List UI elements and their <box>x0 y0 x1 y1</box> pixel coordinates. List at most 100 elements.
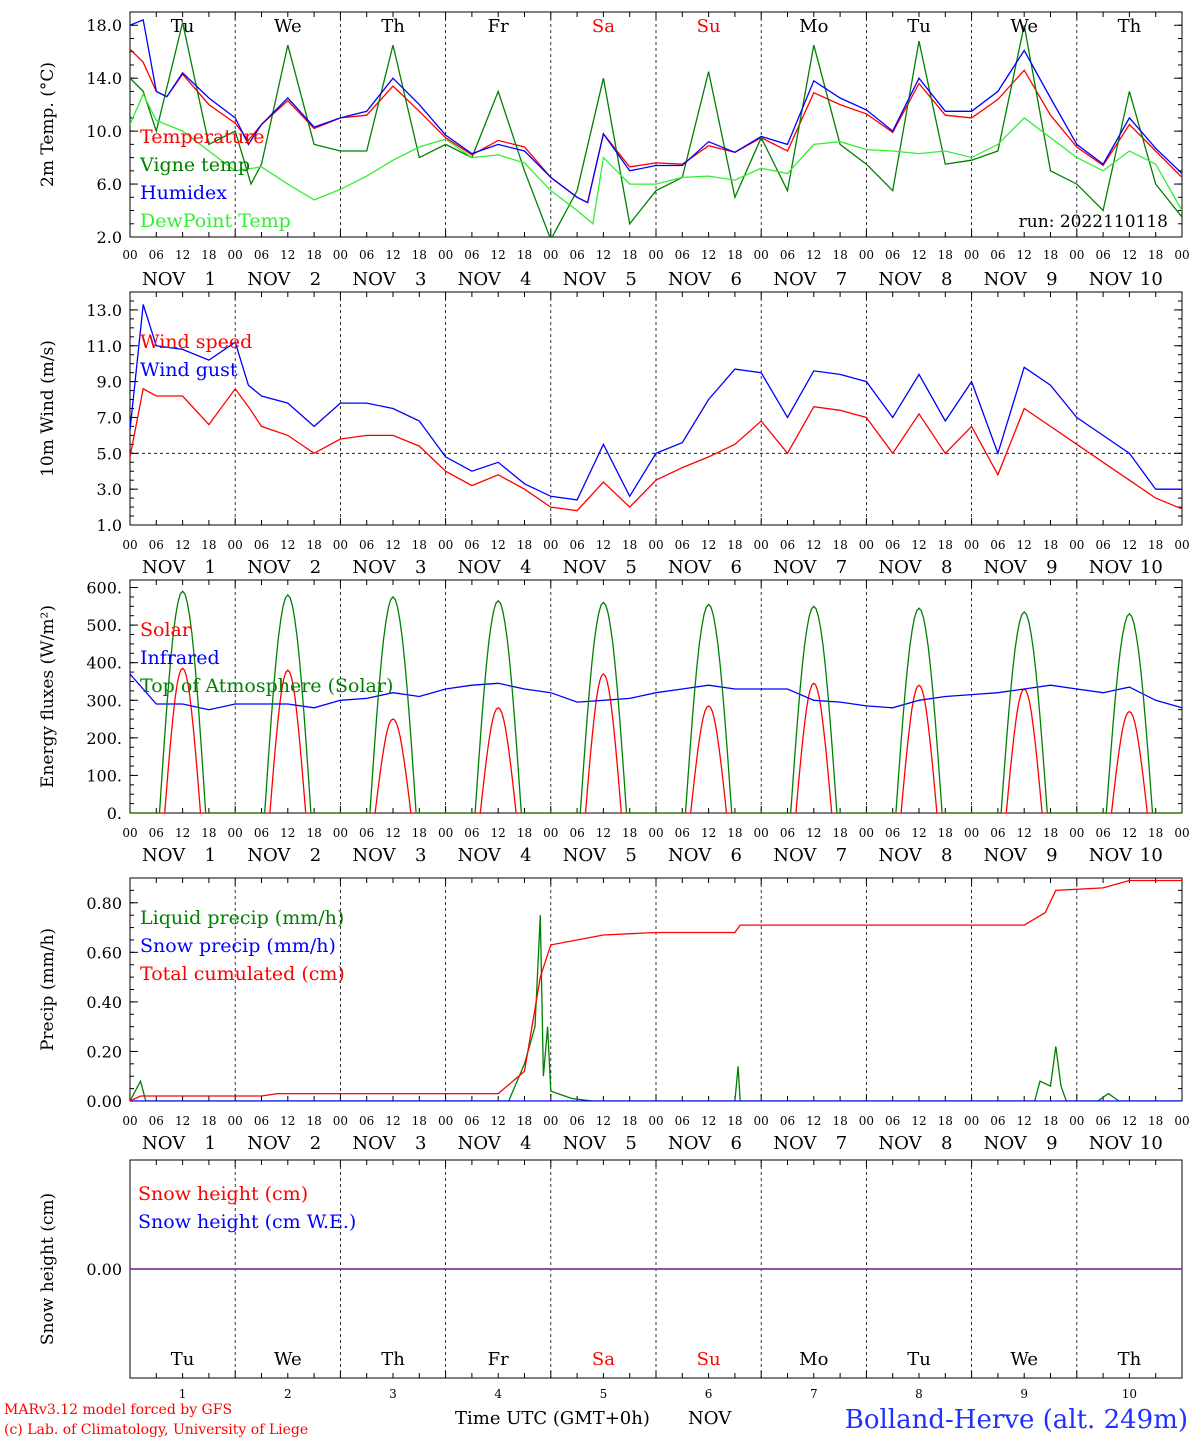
x-hour-label: 12 <box>491 538 506 552</box>
weekday-label: Sa <box>592 1349 615 1370</box>
x-axis-label: Time UTC (GMT+0h) <box>455 1408 650 1429</box>
x-hour-label: 12 <box>911 248 926 262</box>
x-hour-label: 18 <box>517 826 532 840</box>
x-hour-label: 00 <box>543 826 558 840</box>
wind-panel: 1.0 3.0 5.0 7.0 9.0 11.0 13.0 10m Wind (m/s) Win… <box>38 291 1190 578</box>
legend-entry: Wind gust <box>140 359 238 381</box>
x-hour-label: 18 <box>201 248 216 262</box>
x-date-number: 6 <box>731 845 742 866</box>
x-date-number: 4 <box>520 845 531 866</box>
x-date-number: 8 <box>941 845 952 866</box>
x-date-number: 7 <box>836 845 847 866</box>
x-hour-label: 18 <box>306 826 321 840</box>
y-tick-label: 13.0 <box>86 301 122 320</box>
x-hour-label: 06 <box>569 826 584 840</box>
x-date-label: NOV <box>458 269 502 290</box>
x-hour-label: 06 <box>569 1114 584 1128</box>
x-date-number: 5 <box>625 557 636 578</box>
weekday-label: Tu <box>171 1349 195 1370</box>
x-hour-label: 18 <box>412 538 427 552</box>
x-date-label: NOV <box>668 1133 712 1154</box>
x-hour-label: 06 <box>1095 248 1110 262</box>
weekday-label: Th <box>381 1349 405 1370</box>
x-hour-label: 18 <box>306 538 321 552</box>
x-hour-label: 06 <box>885 826 900 840</box>
x-hour-label: 18 <box>412 826 427 840</box>
x-date-label: NOV <box>563 845 607 866</box>
day-number-label: 4 <box>494 1387 502 1401</box>
x-date-label: NOV <box>247 269 291 290</box>
series-liquid-precip-mm-h <box>130 915 1182 1101</box>
x-date-number: 10 <box>1140 269 1163 290</box>
y-tick-label: 300. <box>86 691 122 710</box>
weekday-label: We <box>274 16 302 37</box>
energy-panel: 0. 100. 200. 300. 400. 500. 600. Energy fluxes … <box>38 579 1190 866</box>
x-hour-label: 00 <box>333 248 348 262</box>
x-hour-label: 12 <box>596 1114 611 1128</box>
wind-y-axis-label: 10m Wind (m/s) <box>38 340 58 477</box>
x-hour-label: 12 <box>491 1114 506 1128</box>
x-hour-label: 12 <box>175 826 190 840</box>
y-tick-label: 7.0 <box>97 408 122 427</box>
x-date-number: 2 <box>310 269 321 290</box>
y-tick-label: 14.0 <box>86 69 122 88</box>
x-date-number: 1 <box>205 269 216 290</box>
x-hour-label: 18 <box>832 538 847 552</box>
x-hour-label: 06 <box>675 1114 690 1128</box>
x-date-label: NOV <box>247 557 291 578</box>
x-date-label: NOV <box>458 845 502 866</box>
x-date-label: NOV <box>458 1133 502 1154</box>
x-date-number: 5 <box>625 269 636 290</box>
x-hour-label: 12 <box>385 1114 400 1128</box>
x-hour-label: 00 <box>438 248 453 262</box>
x-hour-label: 06 <box>780 538 795 552</box>
x-hour-label: 18 <box>201 826 216 840</box>
x-hour-label: 06 <box>464 826 479 840</box>
x-hour-label: 18 <box>938 538 953 552</box>
weekday-label: Su <box>697 1349 721 1370</box>
x-hour-label: 18 <box>622 538 637 552</box>
series-solar <box>130 667 1182 813</box>
x-hour-label: 18 <box>727 248 742 262</box>
x-hour-label: 12 <box>701 248 716 262</box>
x-axis-month: NOV <box>688 1408 732 1429</box>
x-hour-label: 12 <box>1017 248 1032 262</box>
x-hour-label: 06 <box>675 538 690 552</box>
x-date-label: NOV <box>773 557 817 578</box>
x-hour-label: 12 <box>175 248 190 262</box>
x-hour-label: 06 <box>359 248 374 262</box>
x-date-number: 7 <box>836 557 847 578</box>
y-tick-label: 2.0 <box>97 228 122 247</box>
x-hour-label: 12 <box>280 1114 295 1128</box>
x-date-label: NOV <box>984 269 1028 290</box>
x-date-label: NOV <box>352 1133 396 1154</box>
x-date-label: NOV <box>984 557 1028 578</box>
x-date-label: NOV <box>247 845 291 866</box>
x-hour-label: 18 <box>201 538 216 552</box>
x-hour-label: 06 <box>990 1114 1005 1128</box>
y-tick-label: 3.0 <box>97 480 122 499</box>
weekday-label: Th <box>1118 16 1142 37</box>
y-tick-label: 400. <box>86 654 122 673</box>
legend-entry: Snow height (cm W.E.) <box>138 1211 356 1233</box>
day-number-label: 1 <box>179 1387 187 1401</box>
x-hour-label: 12 <box>175 1114 190 1128</box>
x-hour-label: 12 <box>491 248 506 262</box>
x-date-label: NOV <box>142 269 186 290</box>
legend-entry: Temperature <box>140 126 264 148</box>
x-date-number: 2 <box>310 845 321 866</box>
x-date-label: NOV <box>458 557 502 578</box>
x-hour-label: 12 <box>596 248 611 262</box>
x-date-label: NOV <box>984 1133 1028 1154</box>
x-hour-label: 06 <box>254 826 269 840</box>
x-hour-label: 06 <box>885 248 900 262</box>
day-number-label: 3 <box>389 1387 397 1401</box>
lab-credit: (c) Lab. of Climatology, University of L… <box>4 1422 308 1438</box>
x-hour-label: 18 <box>622 826 637 840</box>
x-date-number: 2 <box>310 1133 321 1154</box>
x-date-label: NOV <box>668 557 712 578</box>
legend-entry: Infrared <box>140 647 220 669</box>
day-number-label: 5 <box>600 1387 608 1401</box>
x-hour-label: 00 <box>543 538 558 552</box>
